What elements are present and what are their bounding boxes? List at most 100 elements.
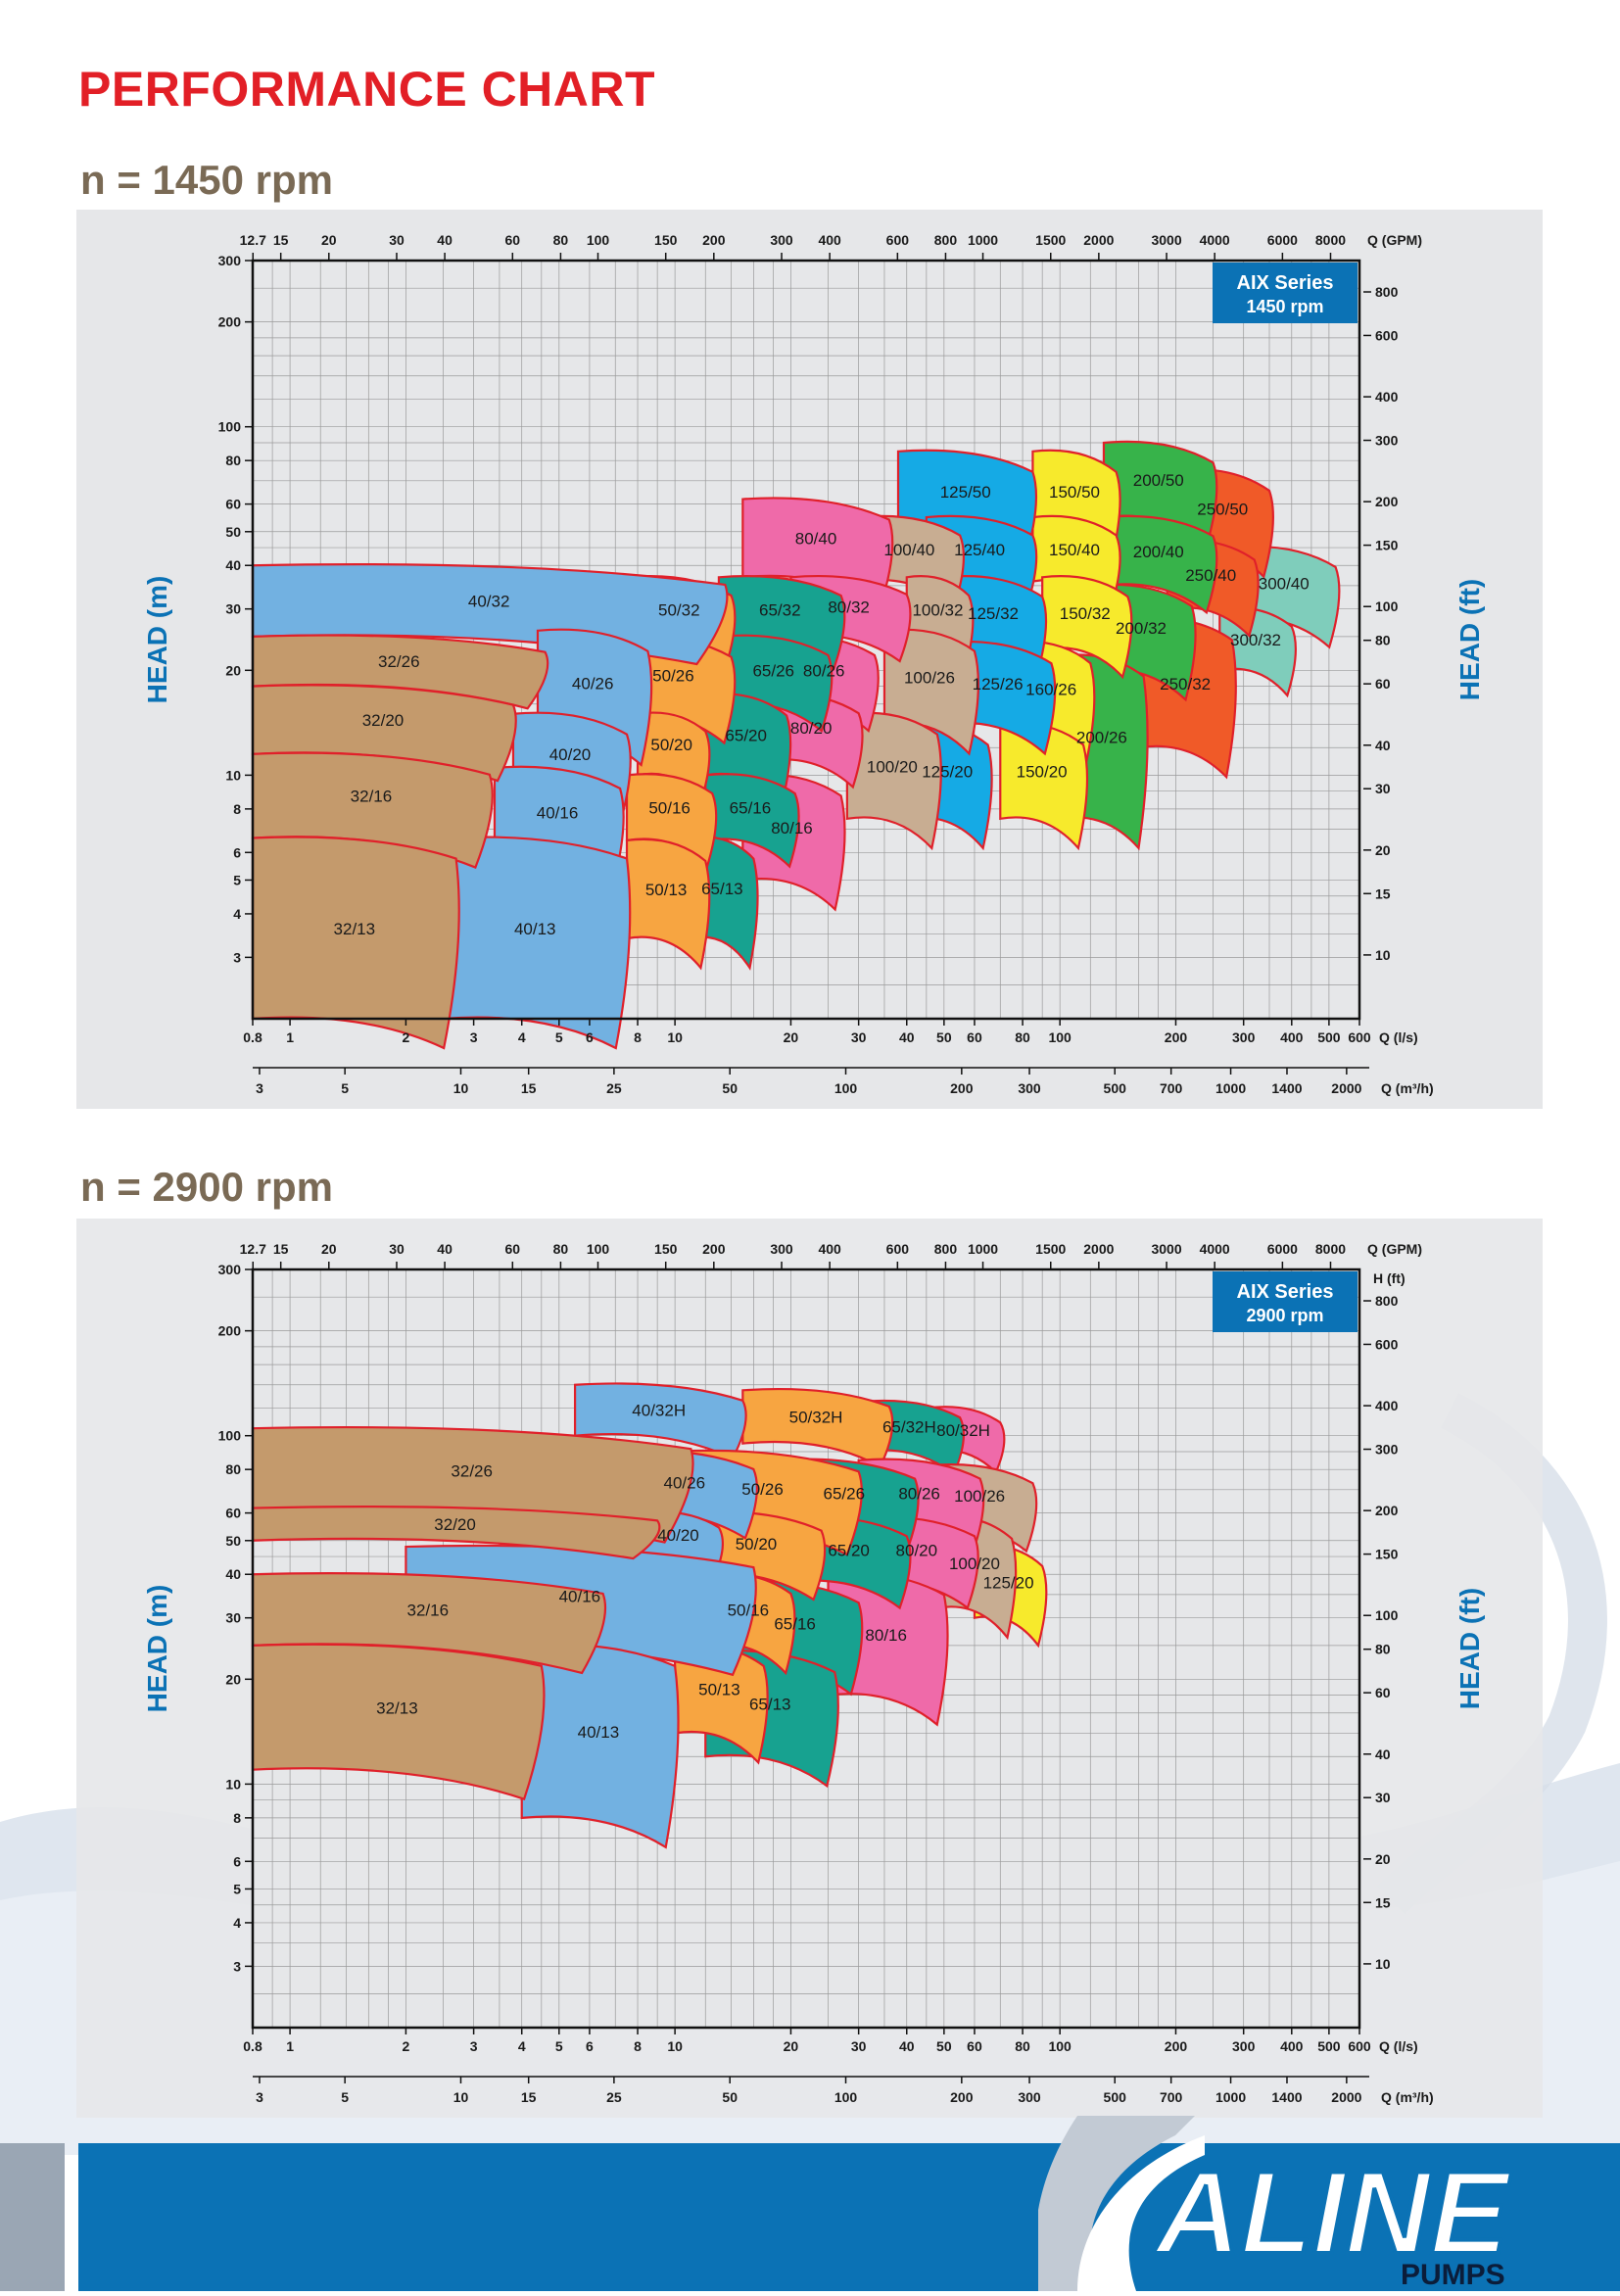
tick-label-m3h: 300 (1018, 2089, 1041, 2105)
tick-label-ls: 4 (518, 2038, 526, 2054)
region-label: 150/32 (1060, 604, 1111, 623)
tick-label-ls: 20 (784, 2038, 799, 2054)
region-label: 100/40 (883, 541, 934, 559)
performance-chart-2900: 40/32H 50/32H 65/32H 80/32H 32/26 40/26 50/26 6… (142, 1241, 1485, 2105)
region-label: 65/32 (759, 601, 801, 620)
tick-label-gpm: 40 (437, 232, 453, 248)
tick-label-head-ft: 150 (1375, 538, 1399, 553)
tick-label-head-ft: 15 (1375, 1894, 1391, 1910)
footer-bar (78, 2143, 1620, 2291)
tick-label-m3h: 5 (341, 2089, 349, 2105)
region-label: 100/26 (954, 1487, 1005, 1506)
tick-label-head-m: 4 (233, 1915, 241, 1931)
plot-frame (251, 1268, 1361, 2030)
tick-label-head-m: 300 (218, 253, 242, 268)
logo-wordmark: ALINE (1153, 2147, 1512, 2278)
region-32-13 (251, 1643, 546, 1801)
tick-label-head-ft: 30 (1375, 1790, 1391, 1805)
series-badge (1213, 1271, 1358, 1332)
axis-label-gpm: Q (GPM) (1367, 232, 1422, 248)
tick-label-head-m: 60 (225, 497, 241, 512)
series-badge (1213, 263, 1358, 323)
region-100-20 (845, 711, 942, 851)
tick-label-head-ft: 80 (1375, 633, 1391, 648)
tick-label-gpm: 4000 (1200, 232, 1230, 248)
region-label: 50/16 (648, 799, 691, 818)
region-label: 65/26 (823, 1484, 865, 1503)
tick-label-gpm: 80 (553, 232, 569, 248)
region-50-32H (741, 1387, 894, 1468)
tick-label-gpm: 200 (702, 232, 726, 248)
tick-label-gpm: 1500 (1035, 1241, 1066, 1257)
region-label: 80/20 (790, 719, 833, 738)
tick-label-ls: 40 (899, 1029, 915, 1045)
tick-label-gpm: 2000 (1083, 232, 1114, 248)
tick-label-m3h: 15 (521, 2089, 537, 2105)
region-label: 80/32H (936, 1421, 990, 1440)
tick-label-gpm: 30 (389, 1241, 405, 1257)
tick-label-ls: 30 (851, 2038, 867, 2054)
tick-label-m3h: 2000 (1331, 2089, 1361, 2105)
tick-label-head-ft: 600 (1375, 1336, 1399, 1352)
region-label: 50/13 (698, 1681, 740, 1699)
tick-label-ls: 1 (286, 2038, 294, 2054)
tick-label-head-m: 200 (218, 1323, 242, 1339)
tick-label-gpm: 80 (553, 1241, 569, 1257)
region-label: 100/26 (904, 669, 955, 688)
tick-label-m3h: 3 (256, 2089, 263, 2105)
badge-speed: 2900 rpm (1246, 1306, 1323, 1325)
region-label: 50/20 (650, 736, 692, 754)
region-label: 50/26 (652, 666, 694, 685)
tick-label-ls: 5 (555, 2038, 563, 2054)
tick-label-head-ft: 40 (1375, 738, 1391, 753)
tick-label-gpm: 20 (321, 1241, 337, 1257)
tick-label-head-m: 3 (233, 949, 241, 965)
tick-label-m3h: 1400 (1271, 2089, 1302, 2105)
tick-label-head-m: 100 (218, 419, 242, 435)
tick-label-head-m: 60 (225, 1506, 241, 1521)
tick-label-ls: 2 (403, 2038, 410, 2054)
region-label: 125/20 (983, 1573, 1034, 1592)
tick-label-head-m: 8 (233, 1810, 241, 1826)
tick-label-gpm: 1500 (1035, 232, 1066, 248)
axis-label-m3h: Q (m³/h) (1381, 2089, 1434, 2105)
region-label: 300/32 (1230, 631, 1281, 649)
tick-label-head-ft: 60 (1375, 1685, 1391, 1700)
region-label: 50/26 (741, 1480, 784, 1499)
tick-label-m3h: 200 (950, 1080, 974, 1096)
tick-label-ls: 6 (586, 2038, 594, 2054)
tick-label-ls: 5 (555, 1029, 563, 1045)
tick-label-ls: 10 (667, 2038, 683, 2054)
region-label: 65/20 (725, 726, 767, 744)
region-label: 125/20 (922, 763, 973, 782)
tick-label-ls: 3 (470, 2038, 478, 2054)
tick-label-head-m: 30 (225, 1610, 241, 1626)
tick-label-m3h: 300 (1018, 1080, 1041, 1096)
tick-label-ls: 200 (1165, 2038, 1188, 2054)
tick-label-head-m: 50 (225, 1533, 241, 1549)
tick-label-head-m: 300 (218, 1262, 242, 1277)
region-label: 65/13 (749, 1696, 791, 1714)
region-label: 80/16 (865, 1626, 907, 1645)
region-label: 50/32 (658, 601, 700, 620)
tick-label-head-ft: 80 (1375, 1642, 1391, 1657)
tick-label-gpm: 600 (886, 232, 910, 248)
region-label: 40/32H (632, 1402, 686, 1420)
tick-label-gpm: 12.7 (240, 1241, 266, 1257)
tick-label-ls: 50 (936, 1029, 952, 1045)
region-label: 150/50 (1049, 483, 1100, 502)
tick-label-head-ft: 30 (1375, 781, 1391, 796)
tick-label-ls: 100 (1048, 1029, 1072, 1045)
brand-logo: ALINE PUMPS (1034, 2116, 1620, 2291)
tick-label-ls: 200 (1165, 1029, 1188, 1045)
chart2-panel: 40/32H 50/32H 65/32H 80/32H 32/26 40/26 50/26 6… (76, 1219, 1543, 2118)
tick-label-ls: 40 (899, 2038, 915, 2054)
region-label: 200/50 (1133, 471, 1184, 490)
tick-label-head-ft: 400 (1375, 389, 1399, 405)
axis-label-gpm: Q (GPM) (1367, 1241, 1422, 1257)
region-label: 50/32H (789, 1408, 843, 1426)
tick-label-gpm: 200 (702, 1241, 726, 1257)
tick-label-head-ft: 200 (1375, 1503, 1399, 1518)
tick-label-gpm: 15 (273, 232, 289, 248)
tick-label-m3h: 3 (256, 1080, 263, 1096)
